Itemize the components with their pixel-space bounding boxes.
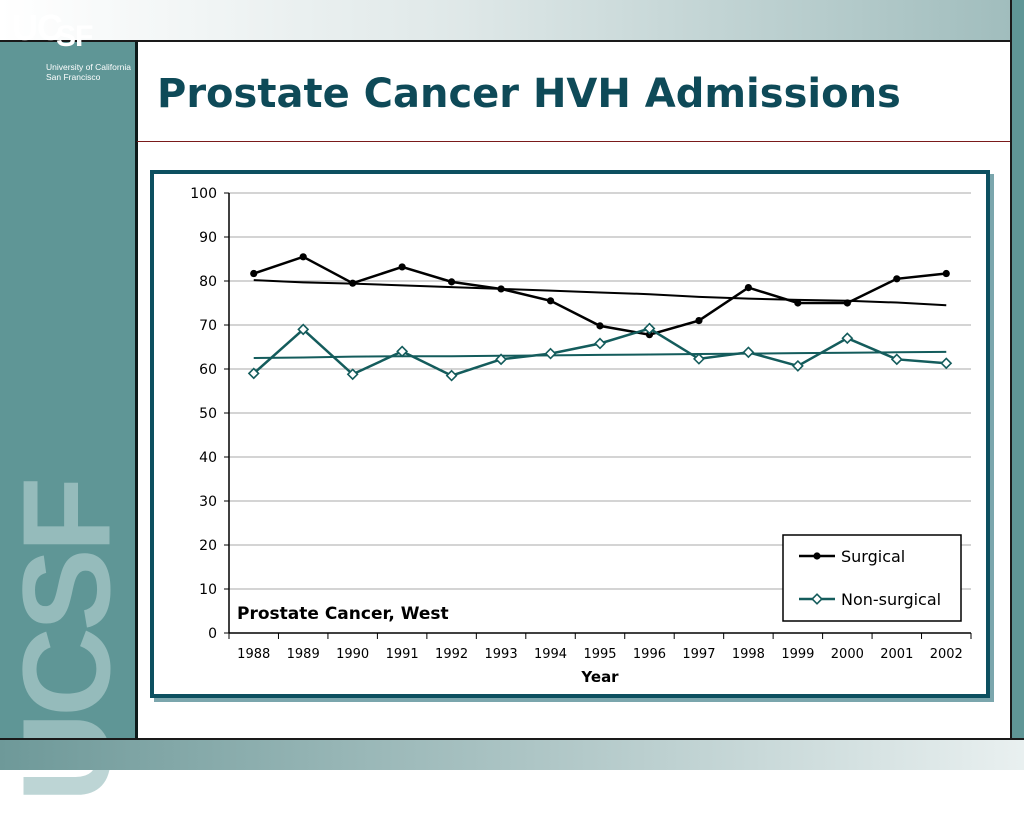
surgical-point	[398, 263, 406, 271]
legend-non-surgical-marker	[811, 593, 823, 605]
surgical-point	[893, 275, 901, 283]
surgical-trend-line	[253, 279, 947, 307]
non-surgical-point	[594, 337, 606, 350]
legend-surgical-label: Surgical	[841, 547, 905, 566]
y-tick-label: 0	[208, 626, 217, 642]
logo-university-line: University of California	[46, 62, 132, 72]
surgical-point	[448, 278, 456, 286]
surgical-point	[744, 284, 753, 292]
slide-title: Prostate Cancer HVH Admissions	[157, 71, 901, 117]
ucsf-logo: UC SF University of California San Franc…	[12, 7, 134, 83]
legend-surgical-marker	[813, 552, 821, 560]
x-tick-label: 1993	[485, 647, 518, 662]
non-surgical-point	[890, 353, 903, 366]
top-banner	[0, 0, 1024, 42]
x-tick-label: 2002	[930, 647, 963, 662]
non-surgical-point	[940, 357, 953, 370]
non-surgical-point	[297, 323, 310, 336]
x-tick-label: 1997	[682, 647, 715, 662]
x-tick-label: 1995	[583, 647, 616, 662]
non-surgical-point	[346, 368, 359, 381]
surgical-point	[250, 269, 258, 278]
x-tick-label: 1988	[237, 647, 270, 662]
logo-campus-line: San Francisco	[46, 72, 101, 82]
surgical-point	[299, 253, 307, 261]
y-tick-label: 80	[199, 274, 217, 290]
x-tick-label: 1998	[732, 647, 765, 662]
chart-annotation: Prostate Cancer, West	[237, 604, 449, 624]
surgical-point	[942, 269, 950, 278]
logo-letters-uc: UC	[12, 7, 63, 48]
non-surgical-point	[791, 359, 804, 372]
x-axis-title: Year	[580, 668, 619, 686]
y-tick-label: 70	[199, 318, 217, 334]
y-tick-label: 40	[199, 450, 217, 466]
non-surgical-point	[247, 367, 260, 380]
y-tick-label: 60	[199, 362, 217, 378]
x-tick-label: 1989	[287, 647, 320, 662]
surgical-point	[843, 299, 851, 307]
footer-banner	[0, 738, 1024, 770]
non-surgical-point	[495, 353, 507, 366]
non-surgical-point	[742, 346, 755, 359]
non-surgical-point	[544, 347, 557, 360]
surgical-point	[794, 299, 802, 307]
x-tick-label: 1991	[386, 647, 419, 662]
legend-box	[782, 534, 962, 622]
x-tick-label: 1992	[435, 647, 468, 662]
x-tick-label: 1999	[781, 647, 814, 662]
x-tick-label: 2001	[880, 647, 913, 662]
line-chart: 0 10 20 30 40 50 60 70 80 90 100 1988 1989 1990 1991 19…	[190, 186, 972, 686]
y-tick-label: 100	[190, 186, 217, 202]
x-tick-label: 2000	[831, 647, 864, 662]
x-tick-label: 1994	[534, 647, 567, 662]
surgical-point	[695, 317, 703, 325]
surgical-point	[596, 322, 604, 330]
non-surgical-point	[841, 332, 854, 345]
non-surgical-trend-line	[253, 350, 947, 359]
surgical-point	[645, 331, 654, 339]
y-tick-label: 50	[199, 406, 217, 422]
non-surgical-point	[396, 345, 409, 358]
x-tick-label: 1996	[633, 647, 666, 662]
surgical-point	[497, 285, 505, 293]
right-accent-strip	[1010, 0, 1024, 738]
logo-letters-sf: SF	[56, 20, 93, 53]
non-surgical-point	[643, 322, 656, 335]
surgical-point	[546, 297, 555, 305]
y-tick-label: 20	[199, 538, 217, 554]
y-tick-label: 30	[199, 494, 217, 510]
non-surgical-point	[693, 352, 705, 365]
sidebar-panel: UCSF	[0, 42, 138, 802]
non-surgical-point	[445, 369, 458, 382]
y-tick-label: 10	[199, 582, 217, 598]
surgical-point	[349, 279, 357, 287]
y-tick-label: 90	[199, 230, 217, 246]
legend-non-surgical-label: Non-surgical	[841, 590, 941, 609]
title-divider	[137, 141, 1010, 142]
x-tick-label: 1990	[336, 647, 369, 662]
